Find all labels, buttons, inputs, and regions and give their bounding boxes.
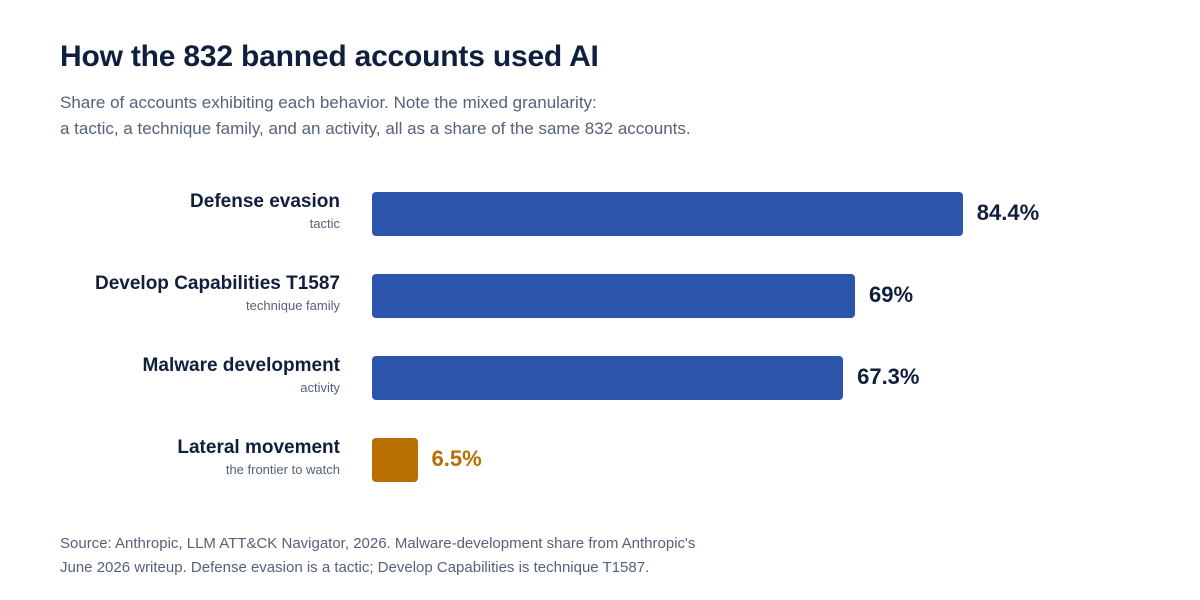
value-label: 69% bbox=[869, 282, 914, 307]
value-label: 6.5% bbox=[431, 446, 482, 471]
source-line-1: Source: Anthropic, LLM ATT&CK Navigator,… bbox=[60, 535, 696, 552]
category-label: Develop Capabilities T1587 bbox=[95, 273, 340, 294]
bar bbox=[372, 438, 418, 482]
category-label: Malware development bbox=[142, 355, 340, 376]
value-label: 84.4% bbox=[976, 200, 1040, 225]
category-note: the frontier to watch bbox=[225, 462, 340, 477]
category-note: technique family bbox=[246, 298, 340, 313]
category-label-block: Defense evasion tactic bbox=[190, 190, 340, 234]
category-label: Defense evasion bbox=[190, 191, 340, 212]
chart-subtitle: Share of accounts exhibiting each behavi… bbox=[60, 90, 691, 142]
category-label-block: Lateral movement the frontier to watch bbox=[177, 436, 340, 480]
bar-chart: Defense evasion tactic 84.4% Develop Capabi… bbox=[0, 170, 1200, 500]
source-note: Source: Anthropic, LLM ATT&CK Navigator,… bbox=[60, 532, 695, 580]
bar bbox=[372, 274, 855, 318]
bar bbox=[372, 192, 963, 236]
value-label: 67.3% bbox=[857, 364, 920, 389]
bar-row: Malware development activity 67.3% bbox=[0, 354, 1200, 400]
category-note: activity bbox=[300, 380, 340, 395]
bar-row: Defense evasion tactic 84.4% bbox=[0, 190, 1200, 236]
category-label: Lateral movement bbox=[177, 437, 340, 458]
chart-title: How the 832 banned accounts used AI bbox=[60, 40, 599, 73]
category-label-block: Develop Capabilities T1587 technique fami… bbox=[95, 272, 340, 316]
bar bbox=[372, 356, 844, 400]
bar-row: Develop Capabilities T1587 technique fami… bbox=[0, 272, 1200, 318]
subtitle-line-2: a tactic, a technique family, and an act… bbox=[60, 119, 691, 138]
category-note: tactic bbox=[309, 216, 340, 231]
category-label-block: Malware development activity bbox=[143, 354, 340, 398]
bar-row: Lateral movement the frontier to watch 6.5… bbox=[0, 436, 1200, 482]
subtitle-line-1: Share of accounts exhibiting each behavi… bbox=[60, 93, 597, 112]
source-line-2: June 2026 writeup. Defense evasion is a … bbox=[60, 559, 650, 576]
